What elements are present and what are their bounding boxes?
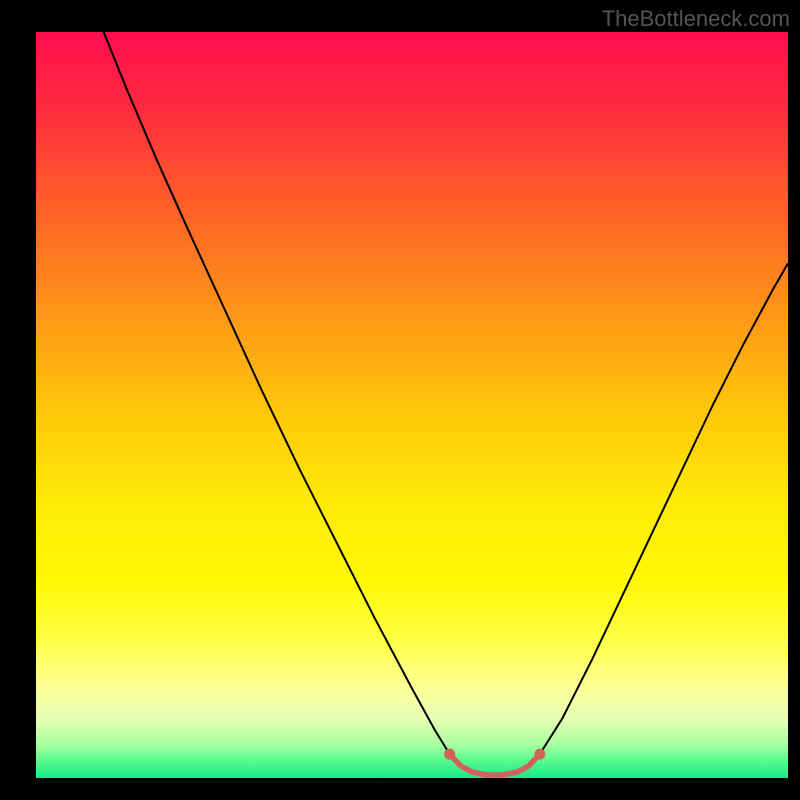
optimal-range-endpoint bbox=[444, 749, 455, 760]
watermark-text: TheBottleneck.com bbox=[602, 6, 790, 32]
optimal-range-endpoint bbox=[534, 749, 545, 760]
bottleneck-chart: TheBottleneck.com bbox=[0, 0, 800, 800]
chart-svg bbox=[0, 0, 800, 800]
